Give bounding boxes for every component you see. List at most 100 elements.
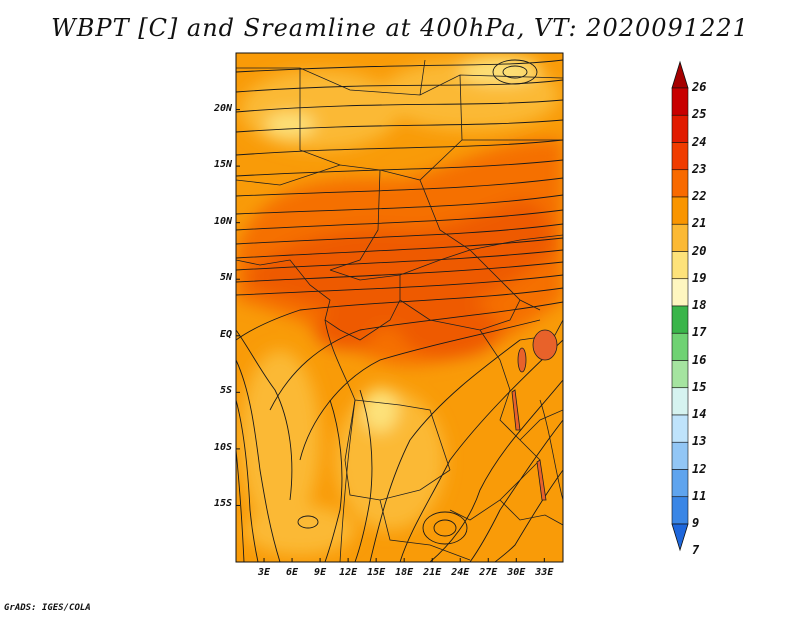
colorbar-swatch <box>671 278 689 307</box>
lon-tick-label: 24E <box>451 567 470 578</box>
streamline <box>236 194 563 215</box>
lon-tick-label: 33E <box>535 567 554 578</box>
lake <box>517 347 527 373</box>
colorbar-label: 14 <box>692 407 707 421</box>
colorbar-label: 24 <box>692 134 707 149</box>
border <box>479 329 541 461</box>
border <box>519 319 563 341</box>
lat-tick-label: 20N <box>213 102 232 114</box>
colorbar-swatch <box>671 360 689 389</box>
colorbar-swatch <box>671 87 689 116</box>
border <box>344 399 451 501</box>
lon-tick-label: 30E <box>507 567 526 578</box>
lake-victoria <box>532 329 558 361</box>
colorbar-swatch <box>671 441 689 470</box>
lat-tick-label: 10S <box>213 441 232 453</box>
colorbar-swatch <box>671 387 689 416</box>
streamline <box>236 99 563 113</box>
streamline <box>236 249 563 271</box>
colorbar-label: 9 <box>692 516 700 530</box>
wbpt-shading <box>236 53 563 562</box>
colorbar-label: 11 <box>692 488 707 503</box>
colorbar-label: 17 <box>692 325 707 340</box>
wbpt-core-23 <box>400 302 500 358</box>
streamline <box>236 274 563 296</box>
streamline <box>236 359 281 562</box>
wbpt-patch-20 <box>335 390 445 530</box>
border <box>379 499 471 561</box>
lake-tanganyika <box>511 389 521 431</box>
colorbar-bottom-triangle <box>671 523 689 552</box>
coastline <box>339 399 356 562</box>
colorbar-swatch <box>671 169 689 198</box>
lon-tick-label: 6E <box>286 567 299 578</box>
streamline-eddy <box>492 59 538 85</box>
colorbar-swatch <box>671 469 689 498</box>
country-borders <box>236 59 563 562</box>
streamline <box>236 59 563 73</box>
streamline <box>236 237 563 259</box>
lon-tick-label: 27E <box>479 567 498 578</box>
streamline <box>236 329 293 501</box>
grads-credit: GrADS: IGES/COLA <box>4 603 91 613</box>
colorbar-label: 21 <box>692 216 707 231</box>
wbpt-patch-19 <box>265 113 315 137</box>
colorbar-swatch <box>671 496 689 525</box>
streamline <box>236 209 563 231</box>
border <box>419 59 426 96</box>
colorbar-swatch <box>671 196 689 225</box>
lon-tick-label: 21E <box>423 567 442 578</box>
streamline <box>354 389 373 562</box>
colorbar-label: 7 <box>692 543 700 558</box>
colorbar-label: 16 <box>692 352 707 367</box>
streamline <box>236 287 563 341</box>
colorbar-label: 18 <box>692 298 707 312</box>
streamline <box>269 301 563 411</box>
lat-tick-label: 15N <box>213 159 232 171</box>
streamline <box>236 139 563 156</box>
lakes <box>511 329 558 501</box>
colorbar-label: 12 <box>692 461 707 476</box>
streamline <box>236 223 563 245</box>
border <box>354 399 451 471</box>
chart-title: WBPT [C] and Sreamline at 400hPa, VT: 20… <box>51 14 749 42</box>
wbpt-patch-20 <box>245 505 355 555</box>
streamline-eddy <box>433 519 457 537</box>
border <box>339 275 401 341</box>
border <box>236 67 563 96</box>
streamline <box>469 419 563 562</box>
colorbar-label: 26 <box>692 80 707 94</box>
colorbar-swatch <box>671 305 689 334</box>
wbpt-patch-19 <box>460 56 540 84</box>
border <box>236 139 463 186</box>
streamline <box>236 177 563 197</box>
colorbar-swatch <box>671 251 689 280</box>
streamline <box>494 469 563 562</box>
streamline <box>236 79 563 93</box>
streamline <box>236 261 563 283</box>
streamline <box>399 339 563 562</box>
streamline-eddy <box>422 511 468 545</box>
border <box>469 249 541 311</box>
streamline <box>324 399 343 562</box>
streamline <box>429 379 563 562</box>
wbpt-patch-20 <box>240 350 320 530</box>
lon-tick-label: 15E <box>367 567 386 578</box>
colorbar-label: 15 <box>692 379 707 394</box>
streamline <box>236 159 563 177</box>
streamline <box>236 119 563 133</box>
lat-tick-label: 5S <box>219 385 232 397</box>
lon-tick-label: 18E <box>395 567 414 578</box>
streamline-eddy <box>297 515 319 529</box>
colorbar-swatch <box>671 142 689 171</box>
streamline <box>236 399 259 562</box>
lon-tick-label: 9E <box>314 567 327 578</box>
lake-malawi <box>536 459 547 501</box>
streamline-eddy <box>502 65 528 79</box>
colorbar-label: 13 <box>692 434 707 449</box>
axis-ticks <box>236 109 545 562</box>
lon-tick-label: 12E <box>339 567 358 578</box>
streamlines <box>236 59 563 562</box>
colorbar-label: 22 <box>692 189 707 203</box>
coastline <box>539 399 563 501</box>
